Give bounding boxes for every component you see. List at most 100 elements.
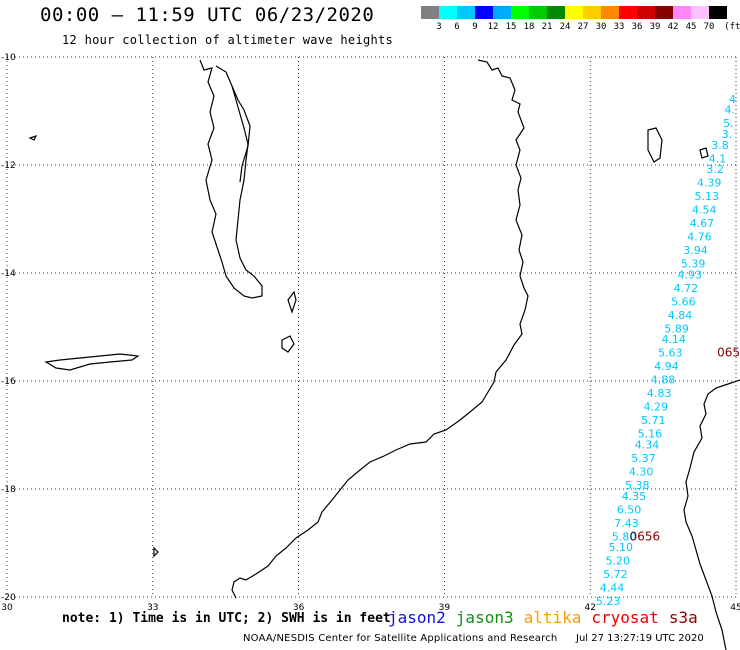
axis-ticks-layer: 30 33 36 39 42 45 -10 -12 -14 -16 -18 -20 [1,53,740,613]
wave-height-layer: 44.5.3.3.84.13.24.395.134.544.674.763.94… [596,93,740,608]
colorbar-label: 30 [595,22,607,32]
wave-height-label: 3.8 [711,139,729,152]
coastline-lake-malawi [199,59,263,299]
page-title: 00:00 – 11:59 UTC 06/23/2020 [40,4,375,26]
lat-tick-label: -16 [1,377,16,387]
wave-height-label: 3.2 [706,163,724,176]
island-small-2 [153,546,159,558]
colorbar-label: 36 [631,22,643,32]
colorbar-label: 6 [454,22,460,32]
satellite-legend-jason3: jason3 [455,608,514,627]
colorbar-swatch [493,6,511,19]
lat-tick-label: -10 [1,53,16,63]
wave-height-label: 4.34 [635,439,660,452]
lake-small-2 [281,335,295,353]
lake-small-1 [287,290,297,314]
colorbar-swatch [511,6,529,19]
lat-tick-label: -18 [1,485,16,495]
wave-height-label: 4.35 [622,490,647,503]
wave-height-label: 4. [725,104,736,117]
map-grid [6,56,737,598]
colorbar-label: 24 [559,22,571,32]
colorbar-swatch [475,6,493,19]
lon-tick-label: 39 [439,603,451,613]
colorbar-swatch [565,6,583,19]
island-comoros [647,127,663,163]
lake-kariba [44,353,140,371]
island-mayotte [699,147,709,159]
colorbar-swatch [691,6,709,19]
satellite-legend-altika: altika [523,608,582,627]
island-small [28,134,38,141]
wave-height-label: 5.71 [641,414,666,427]
wave-height-label: 4.30 [629,466,654,479]
wave-height-label: 4 [729,93,736,106]
colorbar-swatch [601,6,619,19]
satellite-legend-s3a: s3a [668,608,698,627]
wave-height-label: 5.20 [606,555,631,568]
colorbar-swatch [457,6,475,19]
colorbar-label: 12 [487,22,499,32]
wave-height-label: 4.1 [709,152,727,165]
wave-height-label: 6.50 [617,503,642,516]
wave-height-label: 5.89 [664,322,689,335]
colorbar-swatch [547,6,565,19]
colorbar-unit: (ft) [724,22,740,32]
coastline-lake-malawi-east [231,85,251,183]
wave-height-label: 4.54 [692,204,717,217]
lon-tick-label: 33 [147,603,158,613]
lat-tick-label: -20 [1,593,16,603]
wave-height-label: 4.39 [697,177,722,190]
wave-height-label: 4.76 [687,231,712,244]
colorbar-swatch [655,6,673,19]
colorbar-swatch [439,6,457,19]
wave-height-label: 5.10 [608,541,633,554]
colorbar-label: 18 [523,22,535,32]
wave-height-label: 4.72 [674,282,699,295]
colorbar-label: 15 [505,22,517,32]
colorbar-label: 42 [667,22,679,32]
colorbar-label: 70 [703,22,715,32]
lat-tick-label: -14 [1,269,16,279]
coastline-mainland [231,59,529,599]
lon-tick-label: 36 [293,603,305,613]
wave-height-label: 4.83 [647,387,672,400]
wave-height-label: 7.43 [614,517,639,530]
satellite-legend-jason2: jason2 [388,608,446,627]
wave-height-label: 5.63 [658,347,683,360]
colorbar-label: 3 [436,22,442,32]
wave-height-label: 3.94 [683,244,708,257]
colorbar-swatch [709,6,727,19]
colorbar-label: 9 [472,22,478,32]
wave-height-label: 4.94 [654,360,679,373]
colorbar-label: 39 [649,22,661,32]
satellite-legend: jason2 jason3 altika cryosat s3a [388,608,708,627]
wave-height-label: 5.37 [631,452,656,465]
wave-height-label: 4.14 [661,333,686,346]
wave-height-label: 4.93 [677,268,702,281]
colorbar-swatch [529,6,547,19]
wave-height-label: 4.44 [600,582,625,595]
wave-height-label: 5.13 [694,190,719,203]
colorbar-label: 45 [685,22,697,32]
colorbar-swatch [637,6,655,19]
wave-height-label: 5. [723,117,734,130]
footer-credit: NOAA/NESDIS Center for Satellite Applica… [243,633,558,644]
colorbar-swatch [421,6,439,19]
colorbar-legend [421,6,727,19]
wave-height-label: 5.66 [671,295,696,308]
lon-tick-label: 42 [584,603,595,613]
lon-tick-label: 30 [1,603,13,613]
colorbar-label: 33 [613,22,625,32]
wave-height-label: 5.80 [612,530,637,543]
page-subtitle: 12 hour collection of altimeter wave hei… [62,33,394,47]
wave-height-label: 4.67 [690,217,715,230]
wave-height-label: 4.84 [668,309,693,322]
pass-time-label: 0656 [630,529,661,543]
coastline-layer [28,59,740,650]
footer-note: note: 1) Time is in UTC; 2) SWH is in fe… [62,611,391,626]
lat-tick-label: -12 [1,161,16,171]
footer-timestamp: Jul 27 13:27:19 UTC 2020 [576,633,704,644]
